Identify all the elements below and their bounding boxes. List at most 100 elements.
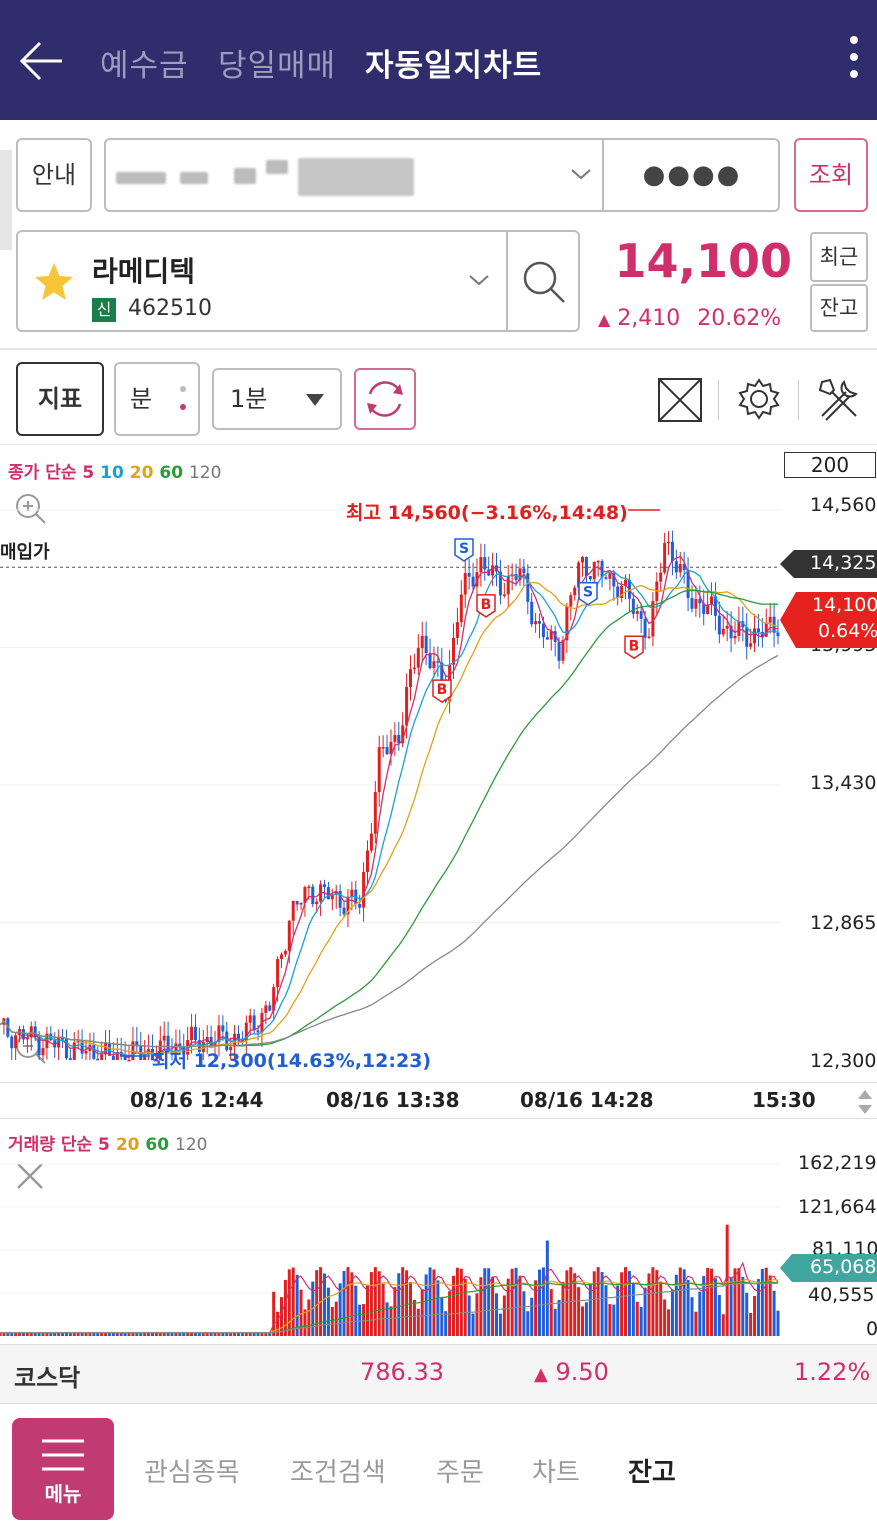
volume-bar	[365, 1285, 369, 1336]
candle-body	[620, 585, 624, 598]
candle-body	[287, 920, 291, 951]
password-field[interactable]: ●●●●	[642, 160, 742, 190]
volume-bar	[354, 1285, 358, 1336]
search-icon[interactable]	[520, 258, 568, 306]
tab-auto-journal-chart[interactable]: 자동일지차트	[365, 48, 543, 84]
scroll-arrows-icon[interactable]	[856, 1088, 874, 1116]
volume-bar	[674, 1274, 678, 1336]
hamburger-icon	[42, 1439, 84, 1471]
volume-bar	[729, 1277, 733, 1336]
volume-bar	[244, 1332, 248, 1336]
volume-bar	[373, 1267, 377, 1336]
candle-body	[123, 1055, 127, 1060]
y-tick: 14,560	[810, 494, 877, 516]
volume-chart[interactable]	[0, 1150, 877, 1340]
candle-body	[10, 1036, 14, 1049]
y-tick: 12,300	[810, 1050, 877, 1072]
favorite-star-icon[interactable]	[32, 260, 76, 304]
volume-bar	[616, 1285, 620, 1336]
info-button[interactable]: 안내	[16, 138, 92, 212]
tools-icon[interactable]	[816, 376, 862, 422]
volume-bar	[338, 1283, 342, 1336]
candle-body	[440, 662, 444, 690]
nav-chart[interactable]: 차트	[532, 1458, 580, 1488]
balance-button[interactable]: 잔고	[810, 284, 868, 332]
candle-body	[283, 950, 287, 955]
candle-body	[514, 574, 518, 581]
candle-body	[553, 631, 557, 642]
dot-icon	[180, 386, 186, 392]
nav-watchlist[interactable]: 관심종목	[144, 1458, 240, 1488]
candle-body	[362, 871, 366, 908]
tab-deposit[interactable]: 예수금	[100, 48, 189, 84]
candle-body	[276, 959, 280, 988]
volume-bar	[436, 1280, 440, 1336]
nav-order[interactable]: 주문	[436, 1458, 484, 1488]
candle-count-box[interactable]: 200	[784, 452, 876, 478]
candle-body	[530, 601, 534, 625]
query-button[interactable]: 조회	[794, 138, 868, 212]
volume-bar	[686, 1279, 690, 1336]
candle-body	[236, 1033, 240, 1039]
index-name: 코스닥	[14, 1364, 81, 1392]
candle-body	[338, 891, 342, 908]
volume-bar	[162, 1332, 166, 1336]
interval-select[interactable]: 1분	[212, 368, 342, 430]
indicator-button[interactable]: 지표	[16, 362, 104, 436]
back-arrow-icon[interactable]	[18, 38, 64, 84]
account-select[interactable]	[104, 138, 780, 212]
divider	[0, 348, 877, 350]
candle-body	[162, 1035, 166, 1041]
candle-body	[424, 635, 428, 654]
current-price: 14,100	[614, 234, 792, 288]
expand-icon[interactable]	[656, 376, 704, 424]
tab-day-trading[interactable]: 당일매매	[218, 48, 337, 84]
volume-bar	[100, 1332, 104, 1336]
volume-bar	[475, 1293, 479, 1336]
nav-balance[interactable]: 잔고	[628, 1458, 676, 1488]
volume-bar	[655, 1270, 659, 1336]
volume-bar	[25, 1332, 29, 1336]
volume-bar	[272, 1291, 276, 1336]
settings-gear-icon[interactable]	[736, 376, 782, 422]
period-button[interactable]: 분	[114, 362, 200, 436]
candle-body	[608, 573, 612, 579]
legend-ma5: 5	[82, 463, 95, 483]
volume-bar	[119, 1332, 123, 1336]
menu-button[interactable]: 메뉴	[12, 1418, 114, 1520]
recent-button[interactable]: 최근	[810, 232, 868, 282]
volume-bar	[369, 1272, 373, 1336]
price-chart[interactable]: B B B S S	[0, 480, 877, 1080]
candle-body	[670, 541, 674, 562]
volume-bar	[334, 1301, 338, 1336]
more-menu-icon[interactable]	[842, 36, 866, 88]
volume-bar	[553, 1308, 557, 1336]
refresh-icon	[367, 381, 403, 417]
candle-body	[651, 601, 655, 637]
refresh-button[interactable]	[354, 368, 416, 430]
volume-bar	[440, 1297, 444, 1336]
volume-bar	[463, 1278, 467, 1336]
volume-bar	[702, 1276, 706, 1336]
volume-bar	[33, 1332, 37, 1336]
low-annotation: 최저 12,300(14.63%,12:23)	[152, 1050, 432, 1072]
volume-bar	[409, 1282, 413, 1336]
candle-body	[600, 560, 604, 578]
volume-bar	[350, 1272, 354, 1336]
zoom-in-icon[interactable]	[12, 490, 48, 526]
nav-condition-search[interactable]: 조건검색	[290, 1458, 386, 1488]
volume-bar	[452, 1275, 456, 1336]
candle-body	[624, 579, 628, 586]
volume-bar	[21, 1332, 25, 1336]
volume-bar	[620, 1272, 624, 1336]
candle-body	[436, 661, 440, 663]
close-icon[interactable]	[14, 1160, 46, 1192]
candle-body	[57, 1037, 61, 1048]
chevron-down-icon	[571, 169, 591, 180]
candle-body	[104, 1043, 108, 1055]
candle-body	[377, 747, 381, 793]
candle-body	[639, 611, 643, 619]
stock-selector[interactable]: 라메디텍 신 462510	[16, 230, 580, 332]
volume-bar	[389, 1306, 393, 1336]
volume-bar	[725, 1224, 729, 1336]
